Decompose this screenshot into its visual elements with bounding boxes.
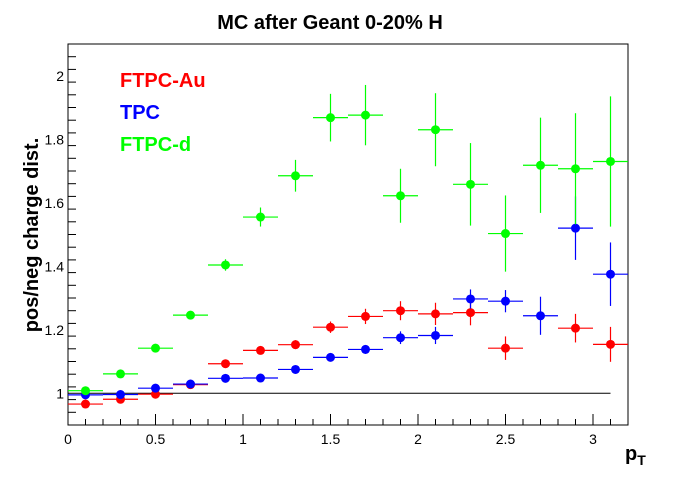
y-tick-label: 2 xyxy=(56,68,64,84)
data-point xyxy=(466,179,475,189)
legend-entry: FTPC-d xyxy=(120,134,191,156)
data-point xyxy=(431,309,440,319)
data-point xyxy=(431,330,440,340)
data-point xyxy=(221,260,230,270)
y-tick-label: 1.8 xyxy=(45,131,65,147)
data-point xyxy=(81,386,90,396)
data-point xyxy=(291,171,300,181)
legend-entry: FTPC-Au xyxy=(120,70,206,92)
data-point xyxy=(326,322,335,332)
data-point xyxy=(151,383,160,393)
series-ftpc-au xyxy=(68,299,628,409)
data-point xyxy=(466,294,475,304)
data-point xyxy=(221,373,230,383)
data-point xyxy=(291,364,300,374)
data-point xyxy=(186,310,195,320)
data-point xyxy=(571,164,580,174)
data-point xyxy=(606,269,615,279)
x-axis-ticks: 0 0.5 1 1.5 2 2.5 3 xyxy=(64,414,629,447)
data-point xyxy=(256,212,265,222)
data-point xyxy=(326,113,335,123)
legend: FTPC-Au TPC FTPC-d xyxy=(120,70,206,156)
x-axis-label-main: p xyxy=(625,443,637,465)
data-point xyxy=(501,229,510,239)
x-tick-label: 3 xyxy=(589,431,597,447)
y-tick-label: 1 xyxy=(56,385,64,401)
x-tick-label: 1.5 xyxy=(321,431,341,447)
x-tick-label: 2 xyxy=(414,431,422,447)
data-point xyxy=(606,156,615,166)
x-axis-label: pT xyxy=(625,443,646,468)
data-point xyxy=(256,345,265,355)
data-point xyxy=(466,308,475,318)
data-point xyxy=(361,311,370,321)
series-ftpc-d xyxy=(68,84,628,396)
x-tick-label: 0 xyxy=(64,431,72,447)
data-point xyxy=(536,160,545,170)
x-tick-label: 0.5 xyxy=(146,431,166,447)
data-point xyxy=(396,306,405,316)
data-point xyxy=(536,311,545,321)
series-tpc xyxy=(68,196,628,400)
x-tick-label: 2.5 xyxy=(496,431,516,447)
data-point xyxy=(431,125,440,135)
legend-entry: TPC xyxy=(120,102,160,124)
data-point xyxy=(221,359,230,369)
y-axis-label: pos/neg charge dist. xyxy=(21,138,43,332)
series-layer xyxy=(68,84,628,409)
data-point xyxy=(501,296,510,306)
y-tick-label: 1.2 xyxy=(45,322,65,338)
y-axis-ticks: 1 1.2 1.4 1.6 1.8 2 xyxy=(45,43,76,426)
data-point xyxy=(291,340,300,350)
data-point xyxy=(116,390,125,400)
data-point xyxy=(606,339,615,349)
data-point xyxy=(396,191,405,201)
data-point xyxy=(571,323,580,333)
data-point xyxy=(81,399,90,409)
data-point xyxy=(501,343,510,353)
chart-title: MC after Geant 0-20% H xyxy=(217,12,443,34)
y-tick-label: 1.4 xyxy=(45,258,65,274)
data-point xyxy=(256,373,265,383)
x-axis-label-subscript: T xyxy=(637,452,646,468)
data-point xyxy=(116,369,125,379)
y-tick-label: 1.6 xyxy=(45,195,65,211)
data-point xyxy=(186,379,195,389)
data-point xyxy=(361,344,370,354)
data-point xyxy=(151,343,160,353)
data-point xyxy=(326,352,335,362)
data-point xyxy=(396,333,405,343)
x-tick-label: 1 xyxy=(239,431,247,447)
data-point xyxy=(571,223,580,233)
data-point xyxy=(361,110,370,120)
